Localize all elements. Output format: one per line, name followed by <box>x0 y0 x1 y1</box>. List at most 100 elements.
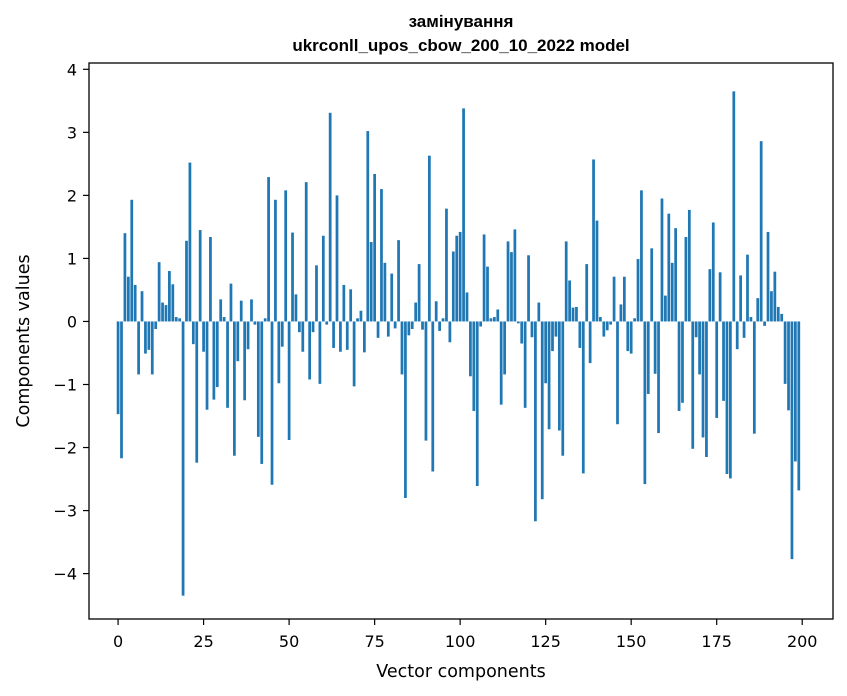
bar <box>739 275 743 322</box>
bar <box>752 321 756 434</box>
bar <box>205 321 209 410</box>
bar <box>503 321 506 375</box>
bar <box>274 199 277 322</box>
bar <box>181 321 185 596</box>
bar <box>667 213 671 322</box>
bar <box>198 230 202 322</box>
bar <box>674 228 678 322</box>
bar <box>191 321 195 345</box>
bar <box>523 321 527 408</box>
bar <box>215 321 219 388</box>
bar <box>359 310 363 322</box>
bar <box>144 321 147 354</box>
bar <box>681 321 684 403</box>
bar <box>684 236 688 322</box>
bar <box>318 321 322 384</box>
bar <box>510 252 513 322</box>
bar <box>705 321 708 457</box>
bar <box>715 321 719 418</box>
bar <box>527 255 530 322</box>
bar <box>770 291 773 322</box>
bar <box>150 321 154 375</box>
bar <box>729 321 732 479</box>
x-axis-label: Vector components <box>376 662 545 682</box>
x-tick-label: 200 <box>787 632 818 651</box>
bar <box>763 321 766 326</box>
bar <box>537 302 541 322</box>
bar <box>185 240 188 322</box>
bar <box>592 159 595 322</box>
bar <box>462 108 465 322</box>
bar <box>410 321 414 330</box>
bar <box>287 321 291 440</box>
y-axis-label: Components values <box>14 254 34 427</box>
bar <box>599 317 602 322</box>
bar <box>178 318 182 322</box>
bar <box>489 318 493 322</box>
bar <box>263 318 267 322</box>
bar <box>356 318 359 322</box>
bar <box>315 265 318 322</box>
bar <box>147 321 151 350</box>
x-tick-label: 75 <box>364 632 384 651</box>
bar <box>472 321 476 411</box>
bar <box>766 231 770 322</box>
x-tick-label: 25 <box>193 632 213 651</box>
bar <box>578 321 582 348</box>
bar <box>687 209 691 322</box>
bar <box>195 321 199 463</box>
chart-title: замінування ukrconll_upos_cbow_200_10_20… <box>292 12 629 55</box>
bar <box>735 321 739 350</box>
bar <box>588 321 592 364</box>
chart-title-line-1: замінування <box>409 12 514 31</box>
bar <box>640 190 643 322</box>
bar <box>339 321 342 352</box>
bar <box>458 231 462 322</box>
bar <box>602 321 606 337</box>
bar <box>294 294 298 322</box>
bar-series <box>116 91 801 596</box>
bar <box>636 259 640 322</box>
y-tick-label: 4 <box>67 60 77 79</box>
bar <box>797 321 801 491</box>
bar <box>749 317 753 322</box>
bar <box>250 299 253 322</box>
bar <box>239 300 243 322</box>
y-tick-label: 2 <box>67 186 77 205</box>
bar <box>479 321 483 327</box>
bar <box>342 284 346 322</box>
bar <box>701 321 705 438</box>
bar <box>298 321 301 333</box>
y-tick-label: 0 <box>67 312 77 331</box>
bar <box>776 306 780 322</box>
bar <box>711 222 715 322</box>
bar <box>304 182 308 322</box>
bar <box>174 317 178 322</box>
bar <box>670 262 674 322</box>
bar <box>352 321 356 387</box>
y-tick-label: −3 <box>53 502 77 521</box>
bar <box>373 173 376 322</box>
bar <box>482 234 486 322</box>
bar <box>506 241 510 322</box>
y-tick-label: 3 <box>67 123 77 142</box>
bar <box>404 321 407 498</box>
bar <box>520 321 524 344</box>
bar <box>455 235 459 322</box>
bar <box>427 155 431 322</box>
bar <box>400 321 404 375</box>
bar <box>171 284 175 322</box>
bar <box>277 321 281 384</box>
bar <box>575 306 578 322</box>
bar <box>386 321 390 337</box>
bar <box>445 208 448 322</box>
bar <box>756 298 760 322</box>
x-tick-label: 100 <box>445 632 476 651</box>
bar <box>438 321 441 331</box>
bar <box>137 321 140 375</box>
bar <box>212 321 216 400</box>
chart-title-line-2: ukrconll_upos_cbow_200_10_2022 model <box>292 36 629 55</box>
x-tick-label: 50 <box>279 632 299 651</box>
bar <box>380 189 383 322</box>
